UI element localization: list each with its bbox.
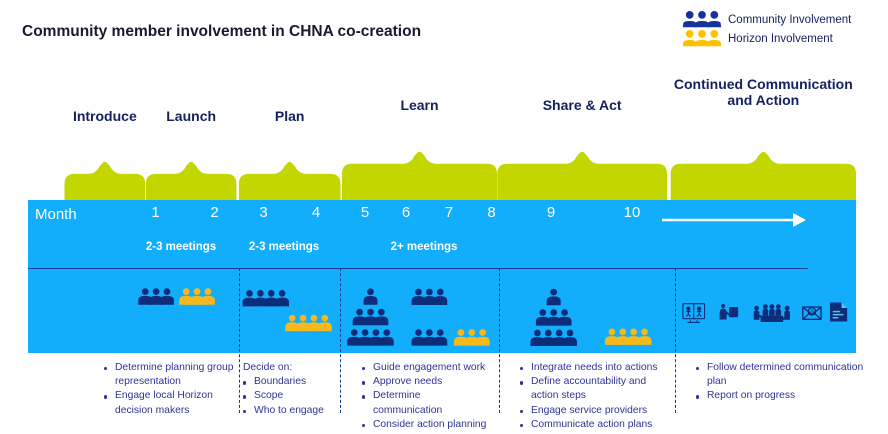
svg-text:@: @ <box>809 309 814 315</box>
